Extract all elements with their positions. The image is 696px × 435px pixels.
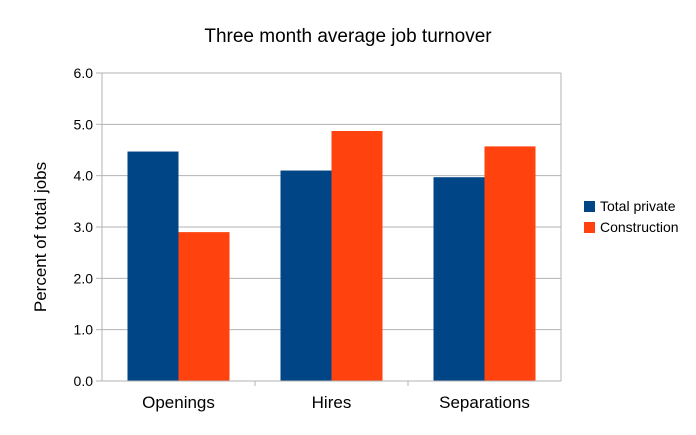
y-tick-label: 4.0 [74, 168, 94, 184]
legend-label: Total private [600, 198, 676, 214]
y-tick-label: 3.0 [74, 219, 94, 235]
y-tick-labels: 0.0 1.0 2.0 3.0 4.0 5.0 6.0 [74, 65, 94, 389]
x-tick-labels: Openings Hires Separations [142, 393, 530, 412]
bars [127, 131, 536, 381]
y-tick-label: 0.0 [74, 373, 94, 389]
legend-label: Construction [600, 219, 679, 235]
chart-title: Three month average job turnover [204, 26, 492, 47]
legend-swatch [584, 201, 595, 212]
legend: Total private Construction [584, 198, 679, 235]
y-axis-label: Percent of total jobs [31, 162, 50, 312]
axes [96, 72, 562, 386]
bar [433, 177, 485, 381]
legend-swatch [584, 222, 595, 233]
y-tick-label: 6.0 [74, 65, 94, 81]
x-tick-label: Openings [142, 393, 215, 412]
x-tick-label: Separations [439, 393, 530, 412]
bar [484, 146, 536, 381]
x-tick-label: Hires [312, 393, 352, 412]
bar [331, 131, 383, 381]
bar [127, 151, 179, 381]
bar [178, 232, 230, 381]
bar [280, 170, 332, 381]
y-tick-label: 1.0 [74, 322, 94, 338]
y-tick-label: 5.0 [74, 116, 94, 132]
y-tick-label: 2.0 [74, 270, 94, 286]
